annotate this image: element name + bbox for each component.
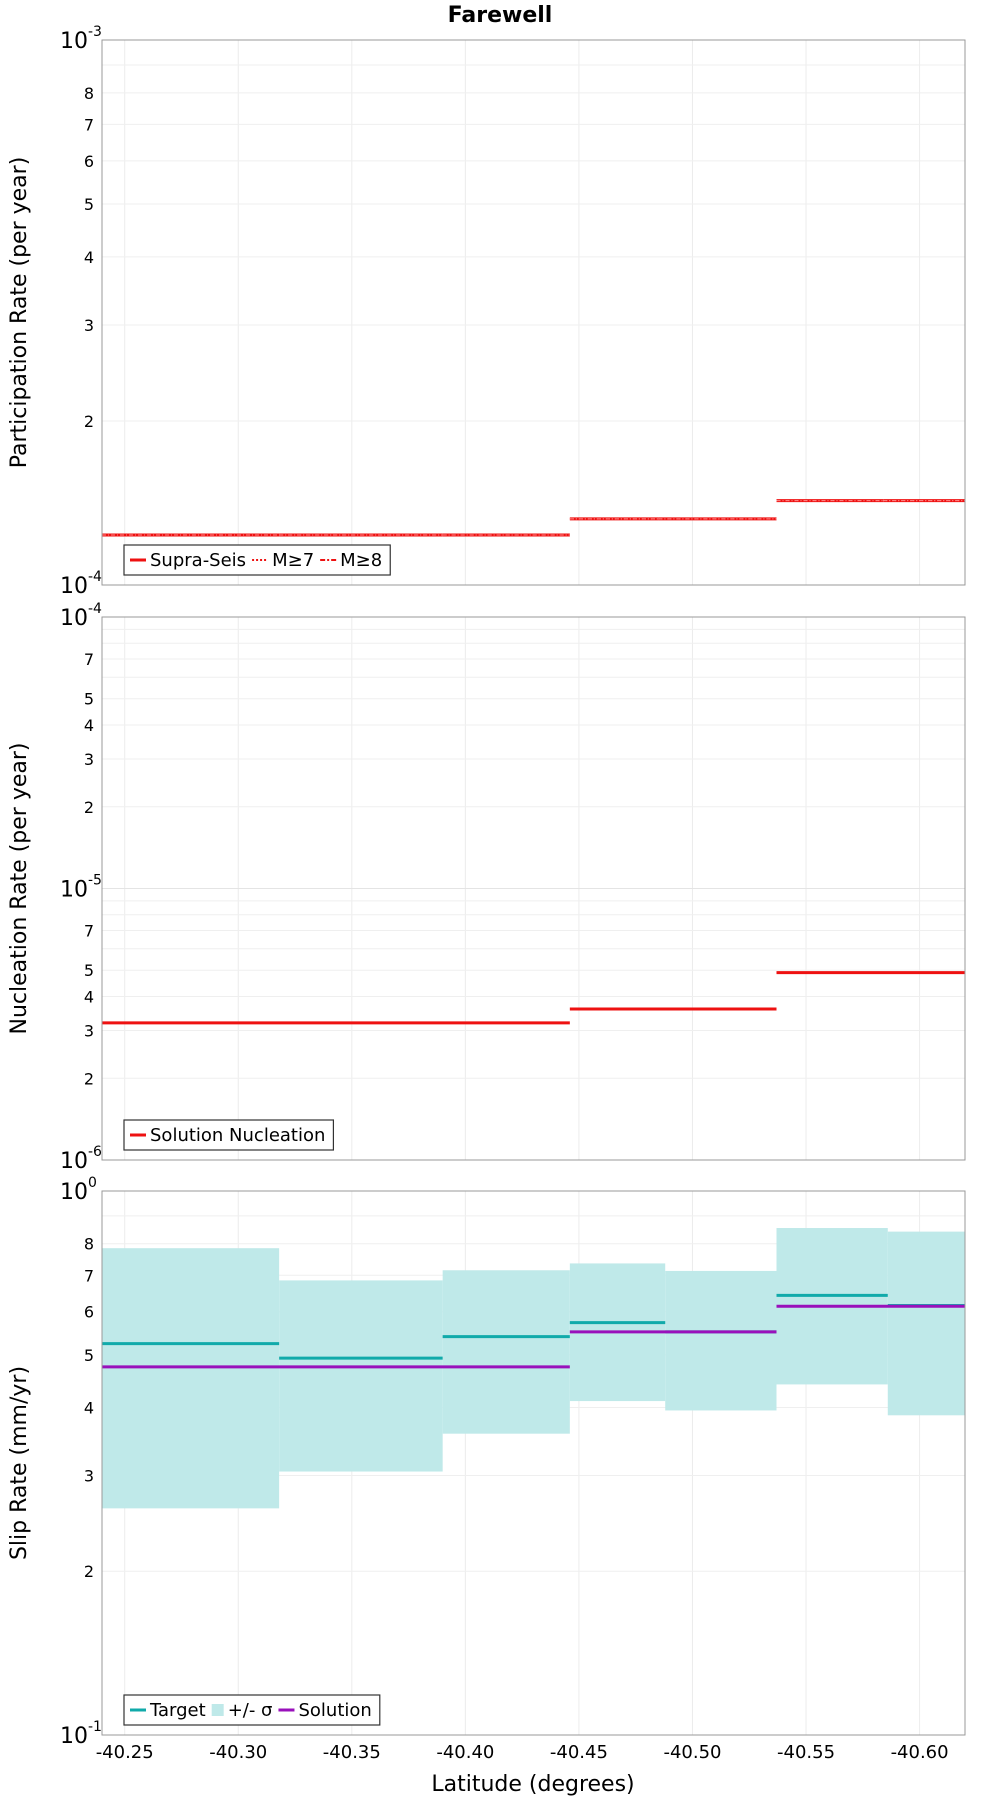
legend-entry: M≥7	[272, 550, 314, 571]
y-axis-label: Participation Rate (per year)	[7, 157, 32, 469]
y-tick-label: 8	[84, 1235, 94, 1254]
y-tick-label: 3	[84, 750, 94, 769]
y-tick-label: 2	[84, 1562, 94, 1581]
y-tick-exponent: -6	[88, 1144, 102, 1160]
y-tick-label: 2	[84, 1069, 94, 1088]
sigma-band-segment	[442, 1270, 570, 1434]
y-tick-label: 3	[84, 1466, 94, 1485]
x-tick-label: -40.30	[209, 1742, 267, 1763]
y-tick-label: 6	[84, 1303, 94, 1322]
chart-title: Farewell	[448, 3, 553, 28]
y-tick-exponent: -4	[88, 601, 102, 617]
legend-entry: +/- σ	[228, 1700, 273, 1721]
sigma-band-segment	[665, 1270, 777, 1411]
y-tick-label: 3	[84, 316, 94, 335]
legend: Target +/- σ Solution	[123, 1694, 381, 1726]
y-tick-label: 10	[60, 878, 88, 903]
legend-swatch	[211, 1704, 224, 1716]
y-tick-label: 7	[84, 922, 94, 941]
y-tick-label: 4	[84, 1398, 94, 1417]
y-tick-exponent: -5	[88, 873, 102, 889]
y-tick-exponent: -3	[88, 24, 102, 40]
x-tick-label: -40.35	[323, 1742, 381, 1763]
y-tick-label: 2	[84, 798, 94, 817]
x-axis-label: Latitude (degrees)	[431, 1772, 634, 1797]
sigma-band-segment	[102, 1248, 280, 1509]
legend-box	[123, 1694, 381, 1726]
y-tick-exponent: -1	[88, 1719, 102, 1735]
legend: Solution Nucleation	[123, 1119, 335, 1151]
y-tick-label: 4	[84, 248, 94, 267]
y-tick-label: 2	[84, 412, 94, 431]
y-tick-exponent: -4	[88, 569, 102, 585]
legend: Supra-Seis M≥7 M≥8	[123, 544, 391, 576]
sigma-band-segment	[887, 1231, 965, 1416]
x-tick-label: -40.45	[550, 1742, 608, 1763]
sigma-band-segment	[279, 1280, 443, 1472]
y-tick-exponent: 0	[88, 1175, 97, 1191]
x-tick-label: -40.55	[777, 1742, 835, 1763]
legend-entry: Solution Nucleation	[150, 1125, 325, 1146]
y-tick-label: 4	[84, 716, 94, 735]
y-tick-label: 5	[84, 961, 94, 980]
y-tick-label: 8	[84, 84, 94, 103]
y-tick-label: 10	[60, 1149, 88, 1174]
plot-border	[101, 616, 966, 1161]
legend-entry: Solution	[298, 1700, 371, 1721]
x-tick-label: -40.60	[891, 1742, 949, 1763]
legend-entry: Supra-Seis	[150, 550, 246, 571]
y-axis-label: Nucleation Rate (per year)	[7, 743, 32, 1035]
y-tick-label: 7	[84, 650, 94, 669]
plot-border	[101, 1190, 966, 1736]
y-tick-label: 10	[60, 1180, 88, 1205]
y-tick-label: 5	[84, 195, 94, 214]
y-tick-label: 5	[84, 1346, 94, 1365]
y-tick-label: 10	[60, 574, 88, 599]
y-tick-label: 10	[60, 1724, 88, 1749]
plot-area	[102, 40, 965, 585]
plot-border	[101, 39, 966, 586]
x-tick-label: -40.25	[96, 1742, 154, 1763]
y-tick-label: 10	[60, 606, 88, 631]
y-tick-label: 10	[60, 29, 88, 54]
y-axis-label: Slip Rate (mm/yr)	[7, 1366, 32, 1560]
y-tick-label: 5	[84, 690, 94, 709]
y-tick-label: 7	[84, 1266, 94, 1285]
legend-box	[123, 1119, 335, 1151]
x-tick-label: -40.40	[436, 1742, 494, 1763]
legend-entry: Target	[149, 1700, 206, 1721]
y-tick-label: 7	[84, 115, 94, 134]
y-tick-label: 6	[84, 152, 94, 171]
y-tick-label: 4	[84, 988, 94, 1007]
y-tick-label: 3	[84, 1021, 94, 1040]
legend-entry: M≥8	[340, 550, 382, 571]
x-tick-label: -40.50	[663, 1742, 721, 1763]
